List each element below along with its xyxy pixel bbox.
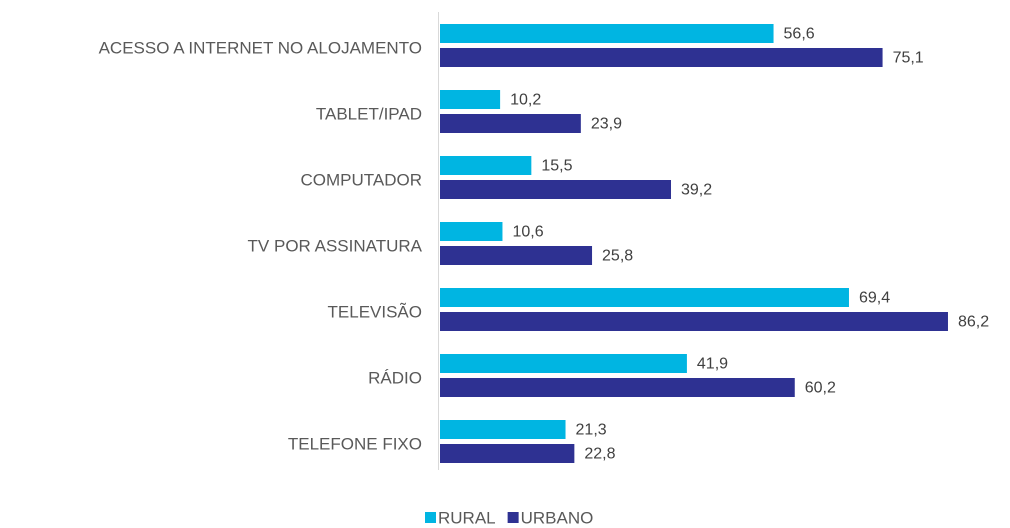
bar	[440, 222, 503, 241]
bar	[440, 180, 672, 199]
value-label: 10,6	[512, 224, 543, 241]
value-label: 41,9	[697, 356, 728, 373]
value-label: 15,5	[541, 158, 572, 175]
category-label: TABLET/IPAD	[316, 104, 422, 123]
bar	[440, 312, 948, 331]
category-label: RÁDIO	[368, 368, 422, 387]
legend-label: RURAL	[438, 508, 496, 527]
bar	[440, 420, 566, 439]
bar	[440, 444, 575, 463]
category-label: TELEVISÃO	[328, 302, 422, 321]
bar	[440, 246, 593, 265]
value-label: 23,9	[591, 116, 622, 133]
category-label: TELEFONE FIXO	[288, 434, 422, 453]
value-label: 60,2	[805, 380, 836, 397]
value-label: 86,2	[958, 314, 989, 331]
legend-label: URBANO	[521, 508, 594, 527]
bar	[440, 90, 501, 109]
value-label: 39,2	[681, 182, 712, 199]
category-label: TV POR ASSINATURA	[248, 236, 423, 255]
bar	[440, 48, 883, 67]
value-label: 21,3	[576, 422, 607, 439]
category-label: COMPUTADOR	[300, 170, 422, 189]
legend-swatch	[507, 512, 519, 523]
value-label: 10,2	[510, 92, 541, 109]
value-label: 22,8	[584, 446, 615, 463]
bar	[440, 24, 774, 43]
value-label: 25,8	[602, 248, 633, 265]
value-label: 56,6	[784, 26, 815, 43]
category-label: ACESSO A INTERNET NO ALOJAMENTO	[99, 38, 422, 57]
value-label: 69,4	[859, 290, 890, 307]
bar	[440, 156, 532, 175]
bar	[440, 114, 581, 133]
bar	[440, 288, 849, 307]
value-label: 75,1	[893, 50, 924, 67]
bar	[440, 378, 795, 397]
bar	[440, 354, 687, 373]
legend-swatch	[425, 512, 436, 523]
